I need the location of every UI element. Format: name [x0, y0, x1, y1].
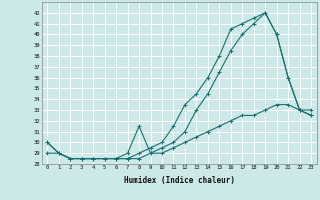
- X-axis label: Humidex (Indice chaleur): Humidex (Indice chaleur): [124, 176, 235, 185]
